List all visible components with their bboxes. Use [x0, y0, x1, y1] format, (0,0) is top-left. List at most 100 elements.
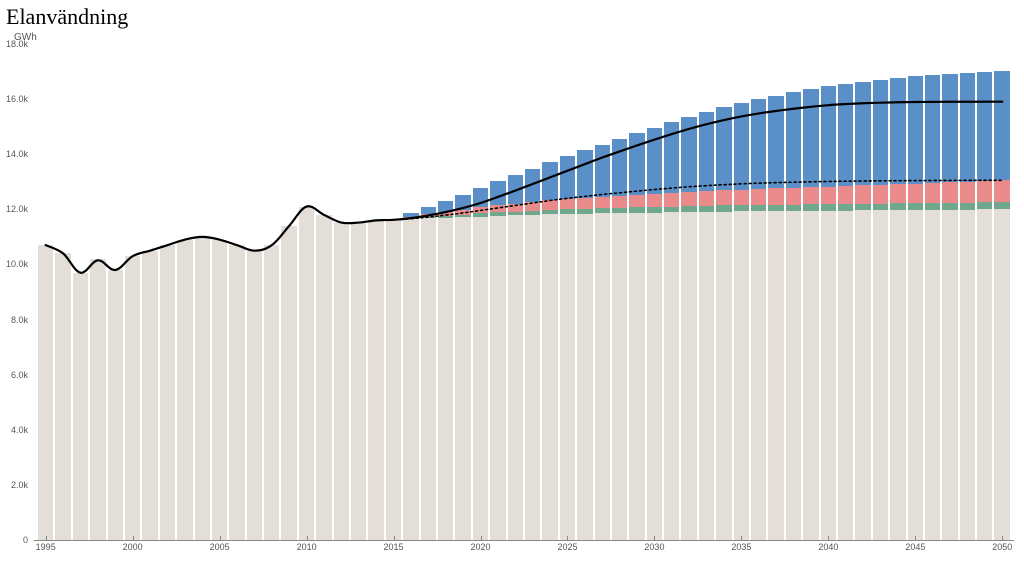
y-tick-label: 6.0k [11, 370, 28, 380]
bar [386, 220, 401, 540]
bar-segment-red [960, 182, 975, 203]
bar-segment-base [768, 211, 783, 540]
bar-segment-blue [838, 84, 853, 186]
bar-segment-blue [855, 82, 870, 186]
bar-segment-green [838, 204, 853, 211]
bar [421, 207, 436, 540]
y-tick-label: 16.0k [6, 94, 28, 104]
bar-segment-base [368, 220, 383, 540]
bar [560, 156, 575, 540]
bar-segment-base [525, 215, 540, 540]
y-tick-label: 0 [23, 535, 28, 545]
bar-segment-green [977, 202, 992, 209]
bar [438, 201, 453, 540]
bar-segment-base [212, 240, 227, 540]
bar-segment-base [577, 214, 592, 540]
bar-segment-red [994, 180, 1009, 202]
bar [890, 78, 905, 540]
bar-segment-base [786, 211, 801, 540]
bar [786, 92, 801, 540]
x-tick-label: 2040 [818, 542, 838, 552]
bar [647, 128, 662, 540]
bar-segment-red [508, 204, 523, 212]
bar [38, 245, 53, 540]
bar-segment-base [142, 251, 157, 540]
bar [699, 112, 714, 540]
x-tick-label: 2030 [644, 542, 664, 552]
bar-segment-blue [647, 128, 662, 194]
bar-segment-red [716, 190, 731, 205]
bar [264, 245, 279, 540]
bar-segment-red [873, 185, 888, 204]
bar-segment-base [90, 259, 105, 540]
bar-segment-green [821, 204, 836, 211]
bar-segment-base [195, 237, 210, 540]
x-tick-label: 1995 [36, 542, 56, 552]
bar-segment-green [855, 204, 870, 211]
bar-segment-blue [595, 145, 610, 197]
y-tick-label: 18.0k [6, 39, 28, 49]
bar-segment-blue [438, 201, 453, 212]
bar-segment-base [908, 210, 923, 540]
bar-segment-green [908, 203, 923, 210]
y-tick-label: 8.0k [11, 315, 28, 325]
bar-segment-red [942, 182, 957, 202]
chart-title: Elanvändning [6, 4, 128, 30]
bar-segment-base [629, 213, 644, 540]
bar-segment-base [855, 210, 870, 540]
bar-segment-blue [560, 156, 575, 199]
bar-segment-green [994, 202, 1009, 209]
y-tick-label: 10.0k [6, 259, 28, 269]
bar-segment-base [229, 245, 244, 540]
bar-segment-base [612, 213, 627, 540]
bar [334, 223, 349, 540]
bar [108, 270, 123, 540]
bar-segment-blue [821, 86, 836, 186]
bar-segment-red [734, 190, 749, 205]
x-axis-ticks: 1995200020052010201520202025203020352040… [34, 540, 1014, 560]
bar [716, 107, 731, 540]
bar-segment-red [525, 202, 540, 211]
bar [838, 84, 853, 540]
bar [960, 73, 975, 540]
bar [629, 133, 644, 540]
y-tick-label: 2.0k [11, 480, 28, 490]
bar [925, 75, 940, 540]
bar-segment-red [595, 197, 610, 209]
bar-segment-base [664, 212, 679, 540]
bar [855, 82, 870, 540]
bar [508, 175, 523, 540]
bar-segment-base [247, 251, 262, 540]
bar-segment-blue [942, 74, 957, 183]
y-axis-ticks: 02.0k4.0k6.0k8.0k10.0k12.0k14.0k16.0k18.… [0, 44, 30, 540]
bar-segment-blue [803, 89, 818, 187]
bar-segment-red [908, 184, 923, 204]
bar-segment-base [73, 273, 88, 540]
bar-segment-base [421, 218, 436, 540]
bar-segment-red [838, 186, 853, 204]
bar-segment-red [855, 185, 870, 203]
bar-segment-base [873, 210, 888, 540]
bar-segment-red [629, 195, 644, 208]
bar-segment-base [177, 240, 192, 540]
plot-area [34, 44, 1014, 541]
bar-segment-red [925, 183, 940, 203]
bar-segment-red [803, 187, 818, 204]
bar [455, 195, 470, 540]
bar-segment-base [38, 245, 53, 540]
bar-segment-red [681, 192, 696, 206]
bar-segment-blue [525, 169, 540, 202]
bar [403, 213, 418, 540]
bar-segment-red [647, 194, 662, 207]
bar [681, 117, 696, 540]
bar [734, 103, 749, 540]
bar-segment-base [560, 214, 575, 540]
bar-segment-blue [768, 96, 783, 189]
bar-segment-red [542, 200, 557, 210]
bar-segment-base [595, 213, 610, 540]
bar-segment-blue [908, 76, 923, 183]
bar [195, 237, 210, 540]
bar-segment-blue [421, 207, 436, 214]
bar [73, 273, 88, 540]
bar-segment-red [699, 191, 714, 206]
